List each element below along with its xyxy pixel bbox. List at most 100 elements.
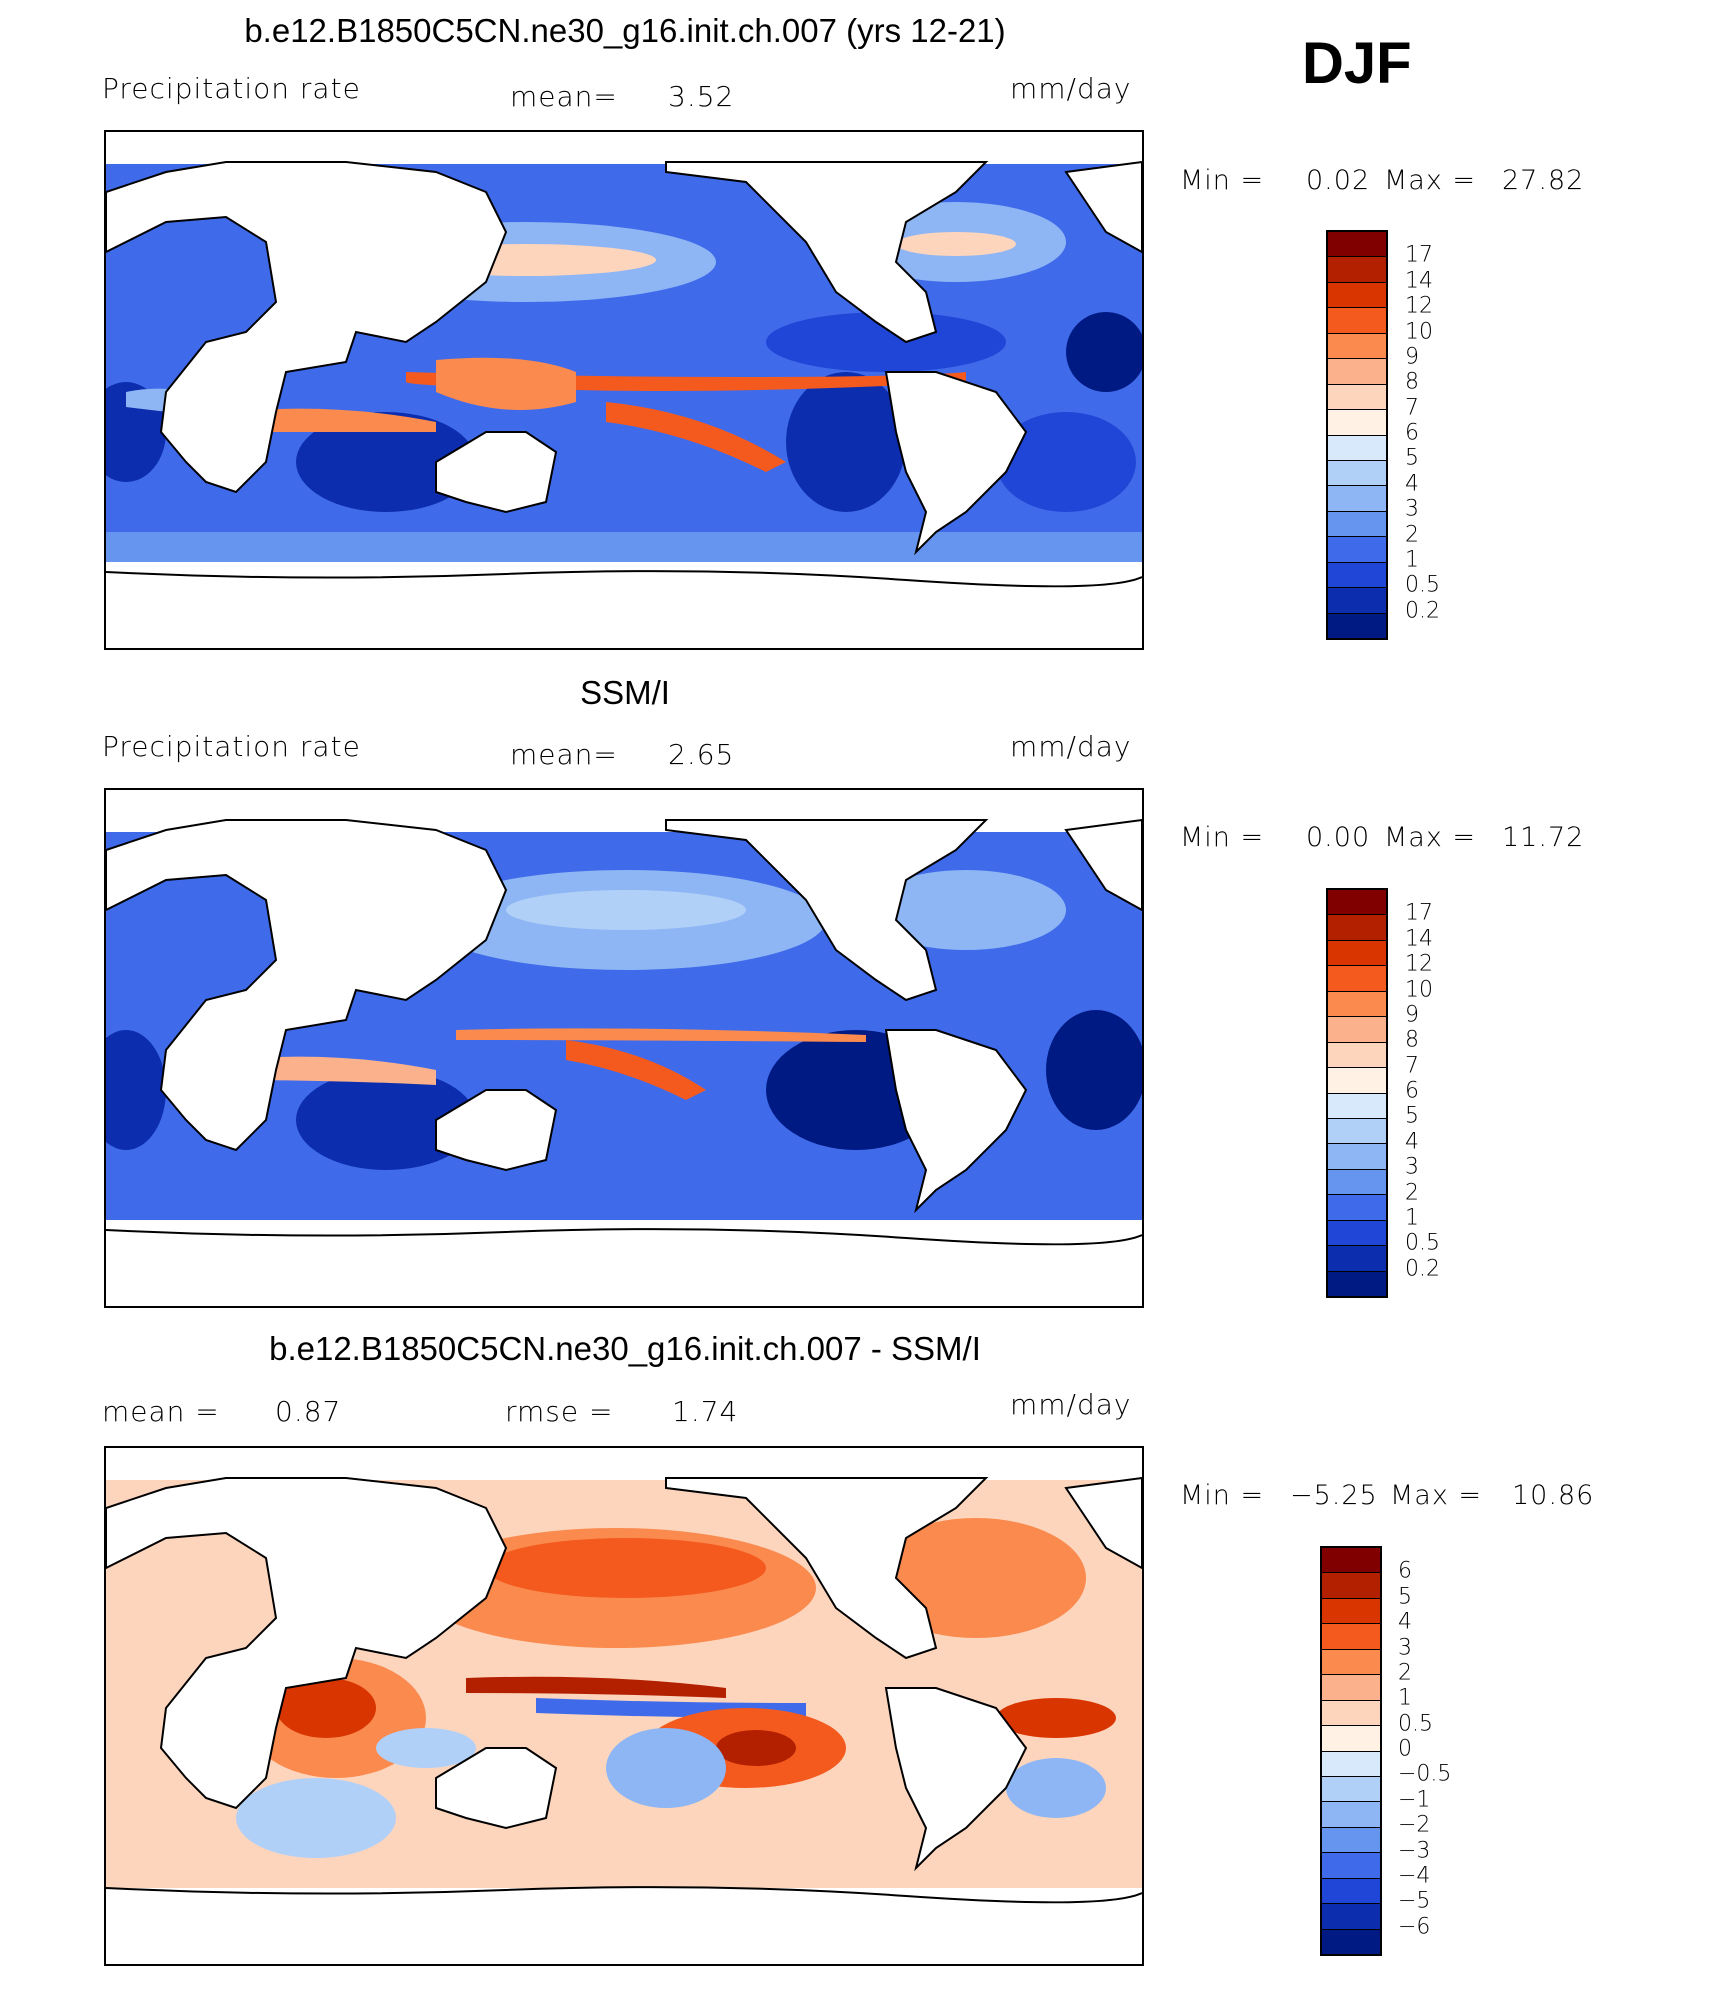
panel-1-colorbar-tick-label: 5 (1405, 445, 1419, 471)
panel-2-mean-label: mean= (510, 738, 618, 771)
panel-2-colorbar-swatch (1328, 915, 1386, 941)
panel-1-mean-value: 3.52 (668, 80, 735, 113)
panel-2-colorbar-swatch (1328, 1068, 1386, 1094)
panel-1-colorbar-tick-label: 8 (1405, 369, 1419, 395)
panel-3-colorbar-swatch (1322, 1700, 1380, 1727)
panel-1-colorbar-tick-label: 9 (1405, 344, 1419, 370)
panel-3-max-label: Max = (1390, 1480, 1483, 1511)
panel-2-colorbar-swatch (1328, 966, 1386, 992)
panel-1-colorbar-swatch (1328, 588, 1386, 614)
panel-2-colorbar-swatch (1328, 1017, 1386, 1043)
panel-2-max-value: 11.72 (1502, 822, 1585, 853)
panel-3-mean-label: mean = (102, 1395, 220, 1428)
panel-2-colorbar-tick-label: 0.5 (1405, 1230, 1440, 1256)
panel-1-colorbar-tick-label: 10 (1405, 319, 1433, 344)
panel-2-title: SSM/I (580, 674, 670, 711)
panel-2-colorbar-tick-label: 7 (1405, 1053, 1419, 1079)
panel-3-colorbar-tick-label: 4 (1398, 1609, 1412, 1635)
panel-1-colorbar-tick-label: 12 (1405, 293, 1433, 319)
panel-1-colorbar-swatch (1328, 511, 1386, 538)
panel-1-colorbar-tick-label: 1 (1405, 547, 1419, 573)
panel-1-colorbar-tick-label: 14 (1405, 268, 1433, 294)
panel-2-units: mm/day (1010, 730, 1132, 763)
panel-1-colorbar-swatch (1328, 410, 1386, 436)
panel-3-colorbar-swatch (1322, 1802, 1380, 1828)
panel-2-colorbar-swatch (1328, 1169, 1386, 1196)
panel-3-colorbar-swatch (1322, 1776, 1380, 1803)
panel-3-colorbar-tick-label: −0.5 (1398, 1761, 1452, 1787)
panel-3-colorbar-tick-label: −1 (1398, 1787, 1431, 1813)
season-label: DJF (1302, 31, 1412, 96)
panel-1-colorbar-tick-label: 4 (1405, 471, 1419, 497)
panel-3-map-field (106, 1448, 1142, 1964)
panel-1-units: mm/day (1010, 72, 1132, 105)
panel-1-colorbar-swatch (1328, 257, 1386, 283)
panel-2-colorbar-tick-label: 8 (1405, 1027, 1419, 1053)
panel-1-colorbar-swatch (1328, 308, 1386, 334)
panel-1-min-label: Min = (1180, 165, 1265, 196)
panel-3-colorbar-swatch (1322, 1751, 1380, 1777)
panel-1-max-label: Max = (1384, 165, 1477, 196)
panel-3-colorbar-swatch (1322, 1598, 1380, 1625)
panel-1-title: b.e12.B1850C5CN.ne30_g16.init.ch.007 (yr… (244, 12, 1006, 49)
panel-3-map (104, 1446, 1144, 1966)
panel-3-colorbar-tick-label: −6 (1398, 1914, 1431, 1940)
panel-3-max-value: 10.86 (1512, 1480, 1595, 1511)
panel-2-colorbar (1326, 888, 1388, 1298)
panel-3-colorbar-tick-label: 2 (1398, 1660, 1412, 1686)
panel-2-colorbar-tick-label: 2 (1405, 1180, 1419, 1205)
panel-2-mean-value: 2.65 (668, 738, 735, 771)
panel-1-colorbar-tick-label: 2 (1405, 522, 1419, 547)
panel-3-units: mm/day (1010, 1388, 1132, 1421)
panel-3-min-value: −5.25 (1290, 1480, 1378, 1511)
panel-1-colorbar-tick-label: 0.5 (1405, 572, 1440, 598)
panel-1-colorbar-tick-label: 3 (1405, 496, 1419, 522)
panel-3-colorbar-tick-label: −4 (1398, 1863, 1431, 1889)
panel-1-colorbar-tick-label: 0.2 (1405, 598, 1440, 624)
panel-1-max-value: 27.82 (1502, 165, 1585, 196)
panel-3-colorbar-tick-label: −2 (1398, 1812, 1431, 1838)
panel-2-min-label: Min = (1180, 822, 1265, 853)
panel-2-colorbar-swatch (1328, 940, 1386, 967)
panel-2-colorbar-swatch (1328, 890, 1386, 916)
panel-2-colorbar-tick-label: 12 (1405, 951, 1433, 977)
panel-1-colorbar-swatch (1328, 460, 1386, 487)
panel-1-colorbar-swatch (1328, 613, 1386, 638)
panel-2-colorbar-swatch (1328, 1220, 1386, 1247)
panel-1-map (104, 130, 1144, 650)
panel-3-colorbar-swatch (1322, 1878, 1380, 1905)
panel-3-colorbar-swatch (1322, 1853, 1380, 1879)
panel-2-colorbar-tick-label: 3 (1405, 1154, 1419, 1180)
panel-3-colorbar-swatch (1322, 1573, 1380, 1599)
panel-1-colorbar-swatch (1328, 537, 1386, 563)
panel-1-colorbar-swatch (1328, 384, 1386, 411)
panel-2-colorbar-tick-label: 10 (1405, 977, 1433, 1002)
panel-1-colorbar-swatch (1328, 562, 1386, 589)
panel-3-colorbar-swatch (1322, 1929, 1380, 1954)
panel-1-colorbar-swatch (1328, 282, 1386, 309)
panel-3-colorbar-tick-label: 3 (1398, 1635, 1412, 1660)
panel-2-max-label: Max = (1384, 822, 1477, 853)
panel-1-colorbar-tick-label: 17 (1405, 242, 1433, 268)
panel-3-colorbar-swatch (1322, 1726, 1380, 1752)
panel-1-colorbar-swatch (1328, 359, 1386, 385)
panel-3-colorbar-tick-label: 0 (1398, 1736, 1412, 1762)
panel-2-min-value: 0.00 (1306, 822, 1371, 853)
panel-1-colorbar-tick-label: 6 (1405, 420, 1419, 446)
panel-3-rmse-value: 1.74 (672, 1395, 739, 1428)
panel-3-min-label: Min = (1180, 1480, 1265, 1511)
panel-3-colorbar-tick-label: 1 (1398, 1685, 1412, 1711)
panel-1-colorbar-swatch (1328, 232, 1386, 258)
panel-2-colorbar-tick-label: 6 (1405, 1078, 1419, 1104)
panel-2-colorbar-swatch (1328, 991, 1386, 1018)
panel-2-colorbar-tick-label: 4 (1405, 1129, 1419, 1155)
panel-2-map-field (106, 790, 1142, 1306)
panel-2-colorbar-swatch (1328, 1042, 1386, 1069)
panel-3-colorbar (1320, 1546, 1382, 1956)
panel-1-colorbar-swatch (1328, 486, 1386, 512)
panel-2-colorbar-swatch (1328, 1093, 1386, 1119)
panel-3-rmse-label: rmse = (505, 1395, 614, 1428)
panel-3-colorbar-tick-label: 6 (1398, 1558, 1412, 1584)
panel-3-colorbar-swatch (1322, 1624, 1380, 1650)
panel-1-colorbar-ticks: 17 14 12 10 9 8 7 6 5 4 3 2 1 0.5 0.2 (1405, 230, 1485, 640)
